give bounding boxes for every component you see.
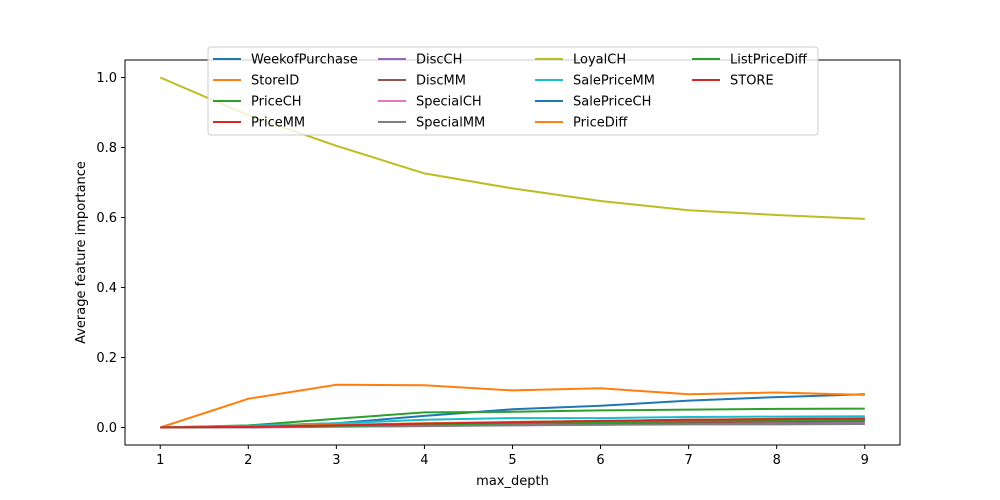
x-tick-label: 7	[684, 453, 692, 468]
legend-label-0: WeekofPurchase	[251, 53, 358, 68]
x-tick-label: 2	[244, 453, 252, 468]
legend-label-10: SalePriceCH	[573, 95, 651, 110]
legend-label-2: PriceCH	[251, 95, 302, 110]
y-tick-label: 0.0	[96, 421, 117, 436]
x-tick-label: 4	[420, 453, 428, 468]
x-tick-label: 9	[861, 453, 869, 468]
y-tick-label: 0.4	[96, 281, 117, 296]
x-axis: 1 2 3 4 5 6 7 8 9	[156, 445, 869, 468]
legend-label-6: SpecialCH	[416, 95, 482, 110]
legend-label-4: DiscCH	[416, 53, 462, 68]
x-axis-label: max_depth	[476, 474, 549, 489]
y-tick-label: 1.0	[96, 71, 117, 86]
series-lines	[159, 76, 865, 429]
legend-label-9: SalePriceMM	[573, 74, 655, 89]
legend: WeekofPurchase StoreID PriceCH PriceMM DiscC…	[207, 46, 819, 136]
x-tick-label: 6	[596, 453, 604, 468]
y-tick-label: 0.2	[96, 351, 117, 366]
legend-label-11: PriceDiff	[573, 116, 628, 131]
legend-label-12: ListPriceDiff	[730, 53, 808, 68]
x-tick-label: 3	[332, 453, 340, 468]
legend-label-7: SpecialMM	[416, 116, 485, 131]
legend-label-13: STORE	[730, 74, 774, 89]
series-line-2	[160, 407, 865, 429]
x-tick-label: 8	[773, 453, 781, 468]
series-line-13	[160, 417, 865, 429]
x-tick-label: 1	[156, 453, 164, 468]
legend-box	[207, 46, 819, 136]
legend-label-1: StoreID	[251, 74, 299, 89]
legend-label-3: PriceMM	[251, 116, 305, 131]
y-axis: 0.0 0.2 0.4 0.6 0.8 1.0	[96, 71, 125, 436]
legend-label-5: DiscMM	[416, 74, 466, 89]
y-tick-label: 0.6	[96, 211, 117, 226]
x-tick-label: 5	[508, 453, 516, 468]
y-axis-label: Average feature importance	[74, 161, 89, 344]
legend-label-8: LoyalCH	[573, 53, 626, 68]
series-line-1	[159, 383, 865, 429]
plot-area	[124, 59, 901, 446]
y-tick-label: 0.8	[96, 141, 117, 156]
